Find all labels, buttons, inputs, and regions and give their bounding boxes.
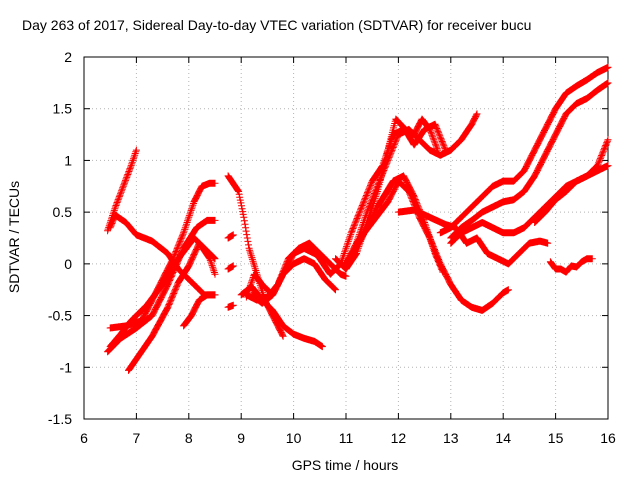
x-tick-label: 14 [495, 430, 511, 446]
x-tick-label: 6 [80, 430, 88, 446]
y-tick-label: 1 [64, 152, 72, 168]
y-tick-label: 0 [64, 256, 72, 272]
y-tick-label: -1.5 [48, 411, 72, 427]
series-points [224, 301, 237, 311]
series-track-25 [531, 136, 612, 226]
series-track-20 [353, 177, 512, 314]
series-track-9 [224, 231, 237, 242]
x-tick-label: 9 [237, 430, 245, 446]
y-tick-label: -1 [60, 359, 73, 375]
series-points [546, 255, 596, 276]
y-axis: -1.5 -1 -0.5 0 0.5 1 1.5 2 [48, 49, 608, 427]
series-points [180, 291, 219, 330]
series-track-6 [125, 239, 219, 374]
x-tick-label: 8 [185, 430, 193, 446]
series-points [224, 231, 237, 242]
y-axis-label: SDTVAR / TECUs [6, 181, 22, 293]
x-tick-label: 10 [286, 430, 302, 446]
series-track-22 [436, 63, 612, 237]
series-track-12 [237, 283, 326, 351]
y-tick-label: 0.5 [53, 204, 73, 220]
series-track-26 [546, 255, 596, 276]
series-points [248, 255, 339, 307]
x-tick-label: 16 [600, 430, 616, 446]
y-tick-label: 2 [64, 49, 72, 65]
series-track-11 [224, 301, 237, 311]
x-tick-label: 15 [548, 430, 564, 446]
chart-title: Day 263 of 2017, Sidereal Day-to-day VTE… [22, 17, 531, 33]
series-track-15 [248, 255, 339, 307]
series-track-3 [106, 179, 219, 332]
y-tick-label: 1.5 [53, 101, 73, 117]
x-tick-label: 12 [391, 430, 407, 446]
y-tick-label: -0.5 [48, 308, 72, 324]
series-track-7 [180, 291, 219, 330]
x-axis: 6 7 8 9 10 11 12 13 14 15 16 [80, 57, 616, 446]
x-tick-label: 11 [339, 430, 354, 446]
series-points [224, 262, 237, 273]
series-points [531, 136, 612, 226]
data-series [104, 63, 612, 374]
x-tick-label: 13 [443, 430, 459, 446]
series-points [125, 239, 219, 374]
series-points [436, 63, 612, 237]
x-axis-label: GPS time / hours [292, 457, 399, 473]
series-track-10 [224, 262, 237, 273]
series-points [237, 283, 326, 351]
x-tick-label: 7 [133, 430, 141, 446]
series-points [353, 177, 512, 314]
series-points [106, 179, 219, 332]
series-track-23 [447, 79, 612, 242]
series-points [447, 79, 612, 242]
